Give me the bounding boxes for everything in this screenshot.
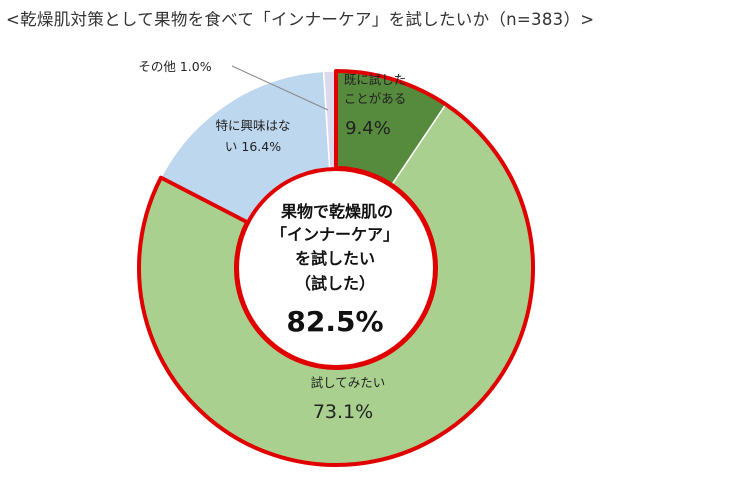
- value-tried: 9.4%: [345, 118, 391, 139]
- center-value: 82.5%: [286, 305, 383, 338]
- label-tried-line2: ことがある: [344, 91, 407, 106]
- label-no-interest-line1: 特に興味はな: [215, 118, 290, 133]
- label-want: 試してみたい: [311, 375, 386, 390]
- center-line3: を試したい: [295, 249, 375, 268]
- center-line4: （試した）: [295, 274, 375, 293]
- highlight-group: [137, 69, 535, 467]
- label-other: その他 1.0%: [138, 59, 211, 74]
- label-no-interest-line2: い 16.4%: [225, 139, 281, 154]
- label-tried-line1: 既に試した: [344, 72, 407, 87]
- center-line1: 果物で乾燥肌の: [280, 202, 393, 221]
- chart-title: <乾燥肌対策として果物を食べて「インナーケア」を試したいか（n=383）>: [6, 10, 595, 29]
- center-circle: [235, 167, 437, 369]
- leader-line-other: [231, 65, 329, 111]
- value-want: 73.1%: [313, 401, 373, 423]
- center-line2: 「インナーケア」: [271, 225, 399, 244]
